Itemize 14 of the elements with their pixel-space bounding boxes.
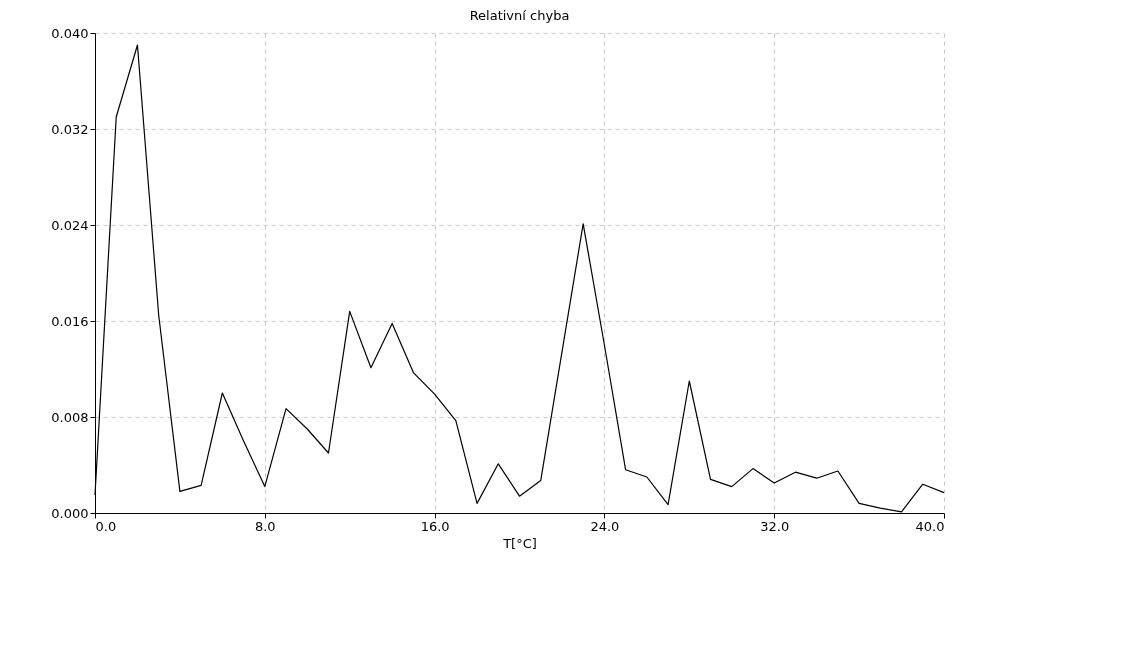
y-tick-label: 0.016 [51,313,89,329]
x-tick-label: 24.0 [590,518,620,534]
x-tick-label: 8.0 [254,518,276,534]
y-tick-label: 0.008 [51,409,89,425]
x-tick-label: 40.0 [915,518,945,534]
y-tick-label: 0.040 [51,25,89,41]
x-tick-label: 16.0 [420,518,450,534]
y-tick-label: 0.024 [51,217,89,233]
y-tick-label: 0.000 [51,505,89,521]
chart-title: Relativní chyba [469,8,570,23]
y-tick-label: 0.032 [51,121,89,137]
x-tick-label: 32.0 [760,518,790,534]
x-tick-label: 0.0 [95,518,117,534]
x-axis-title: T[°C] [502,535,537,551]
